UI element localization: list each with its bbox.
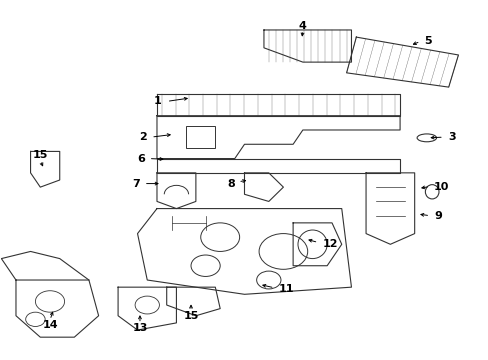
Text: 15: 15: [183, 311, 198, 321]
Circle shape: [256, 271, 281, 289]
Text: 14: 14: [42, 320, 58, 330]
Circle shape: [191, 255, 220, 276]
Text: 8: 8: [226, 179, 234, 189]
Text: 13: 13: [132, 323, 147, 333]
Text: 9: 9: [433, 211, 441, 221]
Text: 10: 10: [433, 182, 448, 192]
Circle shape: [135, 296, 159, 314]
Text: 15: 15: [33, 150, 48, 160]
Text: 3: 3: [448, 132, 455, 142]
Text: 2: 2: [139, 132, 147, 142]
FancyBboxPatch shape: [186, 126, 215, 148]
Ellipse shape: [425, 185, 438, 199]
Circle shape: [201, 223, 239, 251]
Text: 7: 7: [132, 179, 140, 189]
Text: 5: 5: [424, 36, 431, 46]
Ellipse shape: [416, 134, 436, 142]
Circle shape: [26, 312, 45, 327]
Text: 12: 12: [322, 239, 337, 249]
Circle shape: [35, 291, 64, 312]
Text: 4: 4: [298, 21, 306, 31]
Text: 6: 6: [137, 154, 144, 163]
Text: 11: 11: [278, 284, 293, 294]
Text: 1: 1: [154, 96, 162, 107]
Circle shape: [259, 234, 307, 269]
